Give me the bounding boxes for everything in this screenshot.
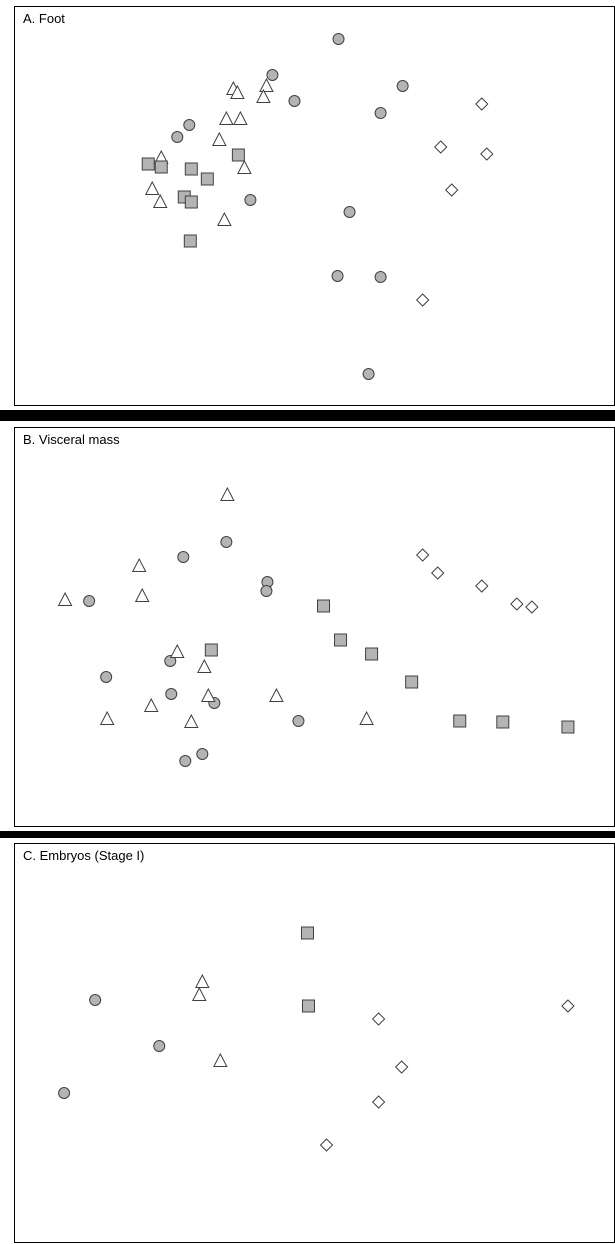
triangle-point bbox=[194, 973, 210, 988]
triangle-point bbox=[99, 710, 115, 725]
circle-point bbox=[288, 95, 301, 107]
circle-point bbox=[89, 994, 102, 1006]
triangle-point bbox=[217, 211, 232, 226]
panel-foot: A. Foot bbox=[14, 6, 615, 406]
square-point bbox=[561, 720, 575, 734]
triangle-point bbox=[213, 1052, 228, 1067]
panel-title-visceral-mass: B. Visceral mass bbox=[23, 432, 120, 447]
diamond-point bbox=[319, 1138, 334, 1152]
circle-point bbox=[292, 715, 305, 727]
triangle-point bbox=[256, 88, 271, 103]
circle-point bbox=[266, 69, 279, 81]
triangle-point bbox=[200, 687, 216, 702]
triangle-point bbox=[219, 110, 234, 125]
square-point bbox=[334, 633, 348, 647]
triangle-point bbox=[269, 687, 284, 702]
diamond-point bbox=[445, 183, 459, 197]
panel-embryos: C. Embryos (Stage I) bbox=[14, 843, 615, 1243]
diamond-point bbox=[525, 600, 539, 614]
diamond-point bbox=[394, 1060, 409, 1074]
circle-point bbox=[396, 80, 409, 92]
square-point bbox=[154, 160, 168, 174]
circle-point bbox=[343, 206, 356, 218]
square-point bbox=[453, 714, 467, 728]
circle-point bbox=[177, 551, 190, 563]
circle-point bbox=[171, 131, 184, 143]
circle-point bbox=[362, 368, 375, 380]
diamond-point bbox=[430, 566, 445, 580]
square-point bbox=[300, 926, 314, 940]
square-point bbox=[496, 715, 510, 729]
circle-point bbox=[374, 271, 387, 283]
diamond-point bbox=[475, 579, 489, 593]
triangle-point bbox=[237, 159, 252, 174]
circle-point bbox=[196, 748, 209, 760]
circle-point bbox=[220, 536, 233, 548]
circle-point bbox=[332, 33, 345, 45]
circle-point bbox=[153, 1040, 166, 1052]
square-point bbox=[183, 234, 197, 248]
triangle-point bbox=[144, 180, 160, 195]
circle-point bbox=[183, 119, 196, 131]
circle-point bbox=[260, 585, 273, 597]
square-point bbox=[184, 195, 198, 209]
diamond-point bbox=[510, 597, 524, 611]
circle-point bbox=[179, 755, 192, 767]
triangle-point bbox=[152, 193, 168, 208]
triangle-point bbox=[220, 486, 235, 501]
triangle-point bbox=[143, 697, 159, 712]
triangle-point bbox=[191, 986, 207, 1001]
square-point bbox=[141, 157, 155, 171]
triangle-point bbox=[230, 84, 245, 99]
circle-point bbox=[164, 655, 177, 667]
panel-title-foot: A. Foot bbox=[23, 11, 65, 26]
circle-point bbox=[165, 688, 178, 700]
circle-point bbox=[58, 1087, 71, 1099]
diamond-point bbox=[561, 999, 575, 1013]
scatter-plot-visceral-mass bbox=[57, 486, 575, 767]
square-point bbox=[204, 643, 218, 657]
triangle-point bbox=[196, 658, 212, 673]
panel-title-embryos: C. Embryos (Stage I) bbox=[23, 848, 145, 863]
square-point bbox=[317, 599, 331, 613]
triangle-point bbox=[134, 587, 150, 602]
scatter-plot-foot bbox=[141, 33, 494, 380]
diamond-point bbox=[475, 97, 489, 111]
diamond-point bbox=[434, 140, 448, 154]
triangle-point bbox=[233, 110, 248, 125]
diamond-point bbox=[371, 1012, 386, 1026]
square-point bbox=[365, 647, 379, 661]
circle-point bbox=[100, 671, 113, 683]
square-point bbox=[200, 172, 214, 186]
panel-visceral-mass: B. Visceral mass bbox=[14, 427, 615, 827]
panel-divider bbox=[0, 831, 615, 838]
diamond-point bbox=[480, 147, 494, 161]
triangle-point bbox=[212, 131, 227, 146]
circle-point bbox=[331, 270, 344, 282]
square-point bbox=[301, 999, 315, 1013]
diamond-point bbox=[415, 293, 430, 307]
triangle-point bbox=[259, 77, 274, 92]
panel-divider bbox=[0, 410, 615, 421]
circle-point bbox=[83, 595, 96, 607]
circle-point bbox=[244, 194, 257, 206]
triangle-point bbox=[131, 557, 147, 572]
scatter-plot-embryos bbox=[58, 926, 575, 1152]
triangle-point bbox=[359, 710, 374, 725]
square-point bbox=[405, 675, 419, 689]
square-point bbox=[184, 162, 198, 176]
circle-point bbox=[374, 107, 387, 119]
diamond-point bbox=[371, 1095, 386, 1109]
triangle-point bbox=[57, 591, 73, 606]
triangle-point bbox=[169, 643, 185, 658]
diamond-point bbox=[415, 548, 430, 562]
triangle-point bbox=[183, 713, 199, 728]
square-point bbox=[231, 148, 245, 162]
